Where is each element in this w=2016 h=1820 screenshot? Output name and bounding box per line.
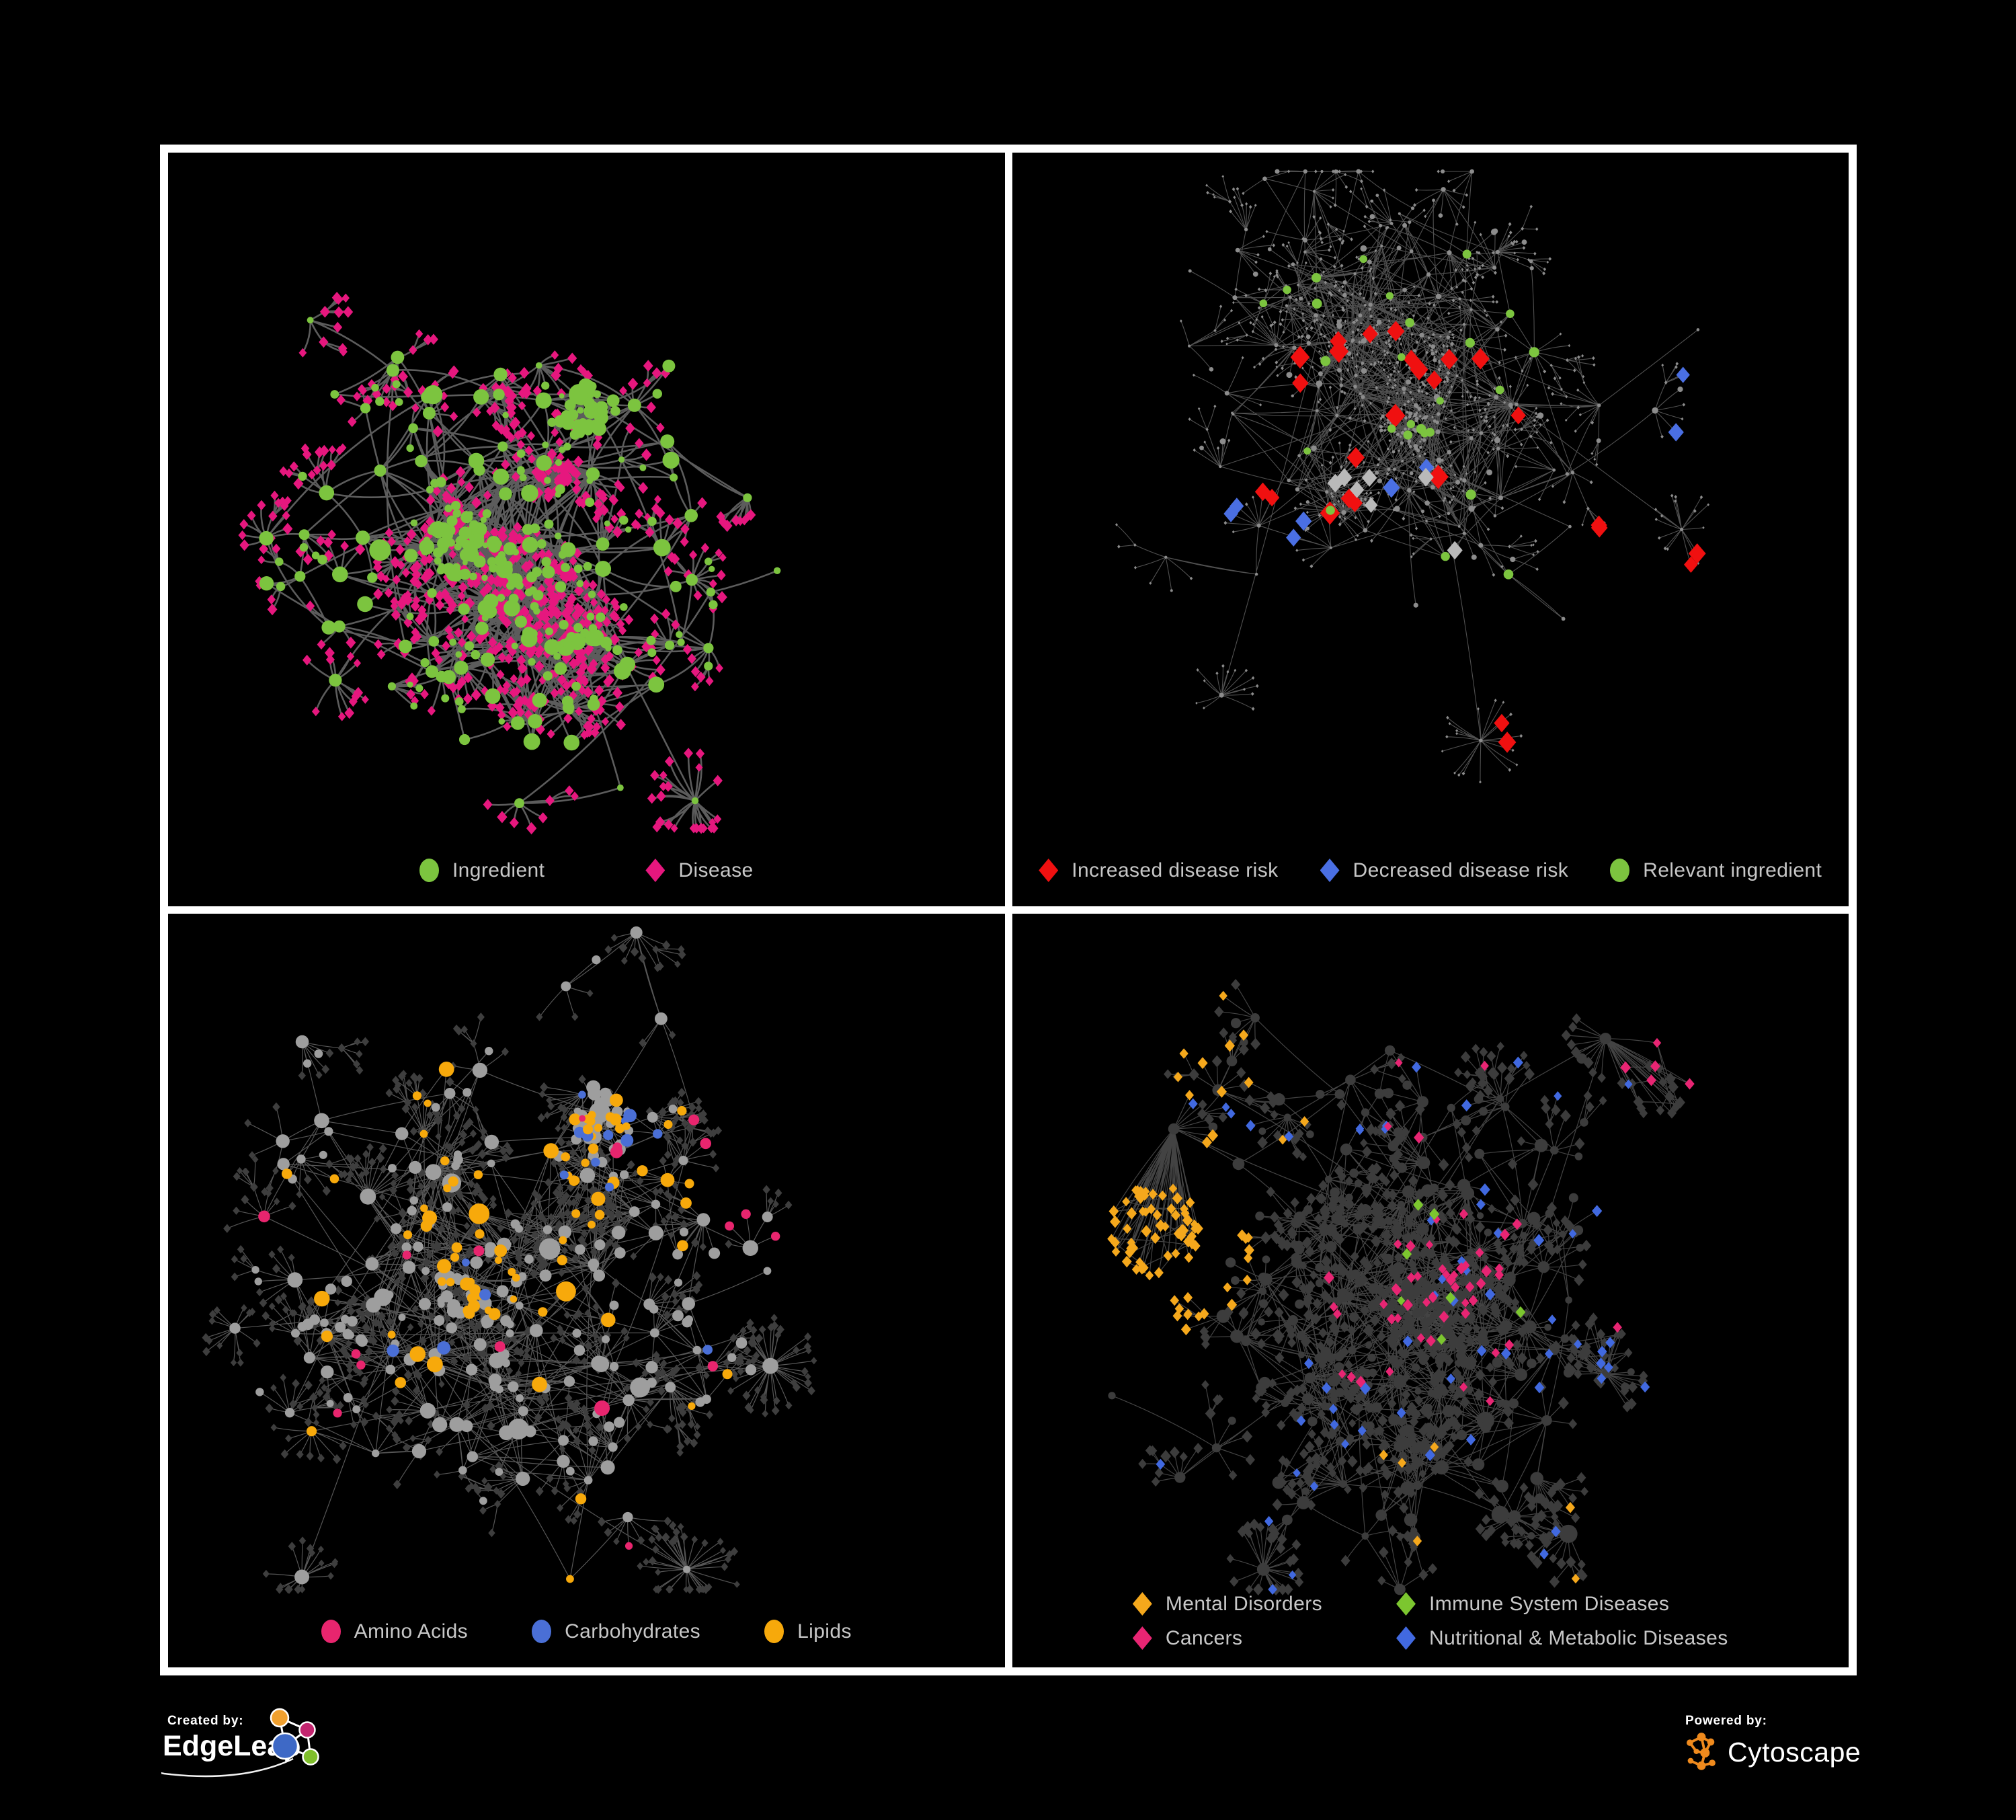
figure-grid: Ingredient Disease Increased disease ris… [160, 145, 1857, 1675]
legend-label: Ingredient [452, 859, 545, 881]
increased-risk-diamond-icon [1039, 859, 1059, 882]
disease-category-graph [1106, 979, 1695, 1595]
edgeleap-logo: EdgeLeap [161, 1708, 319, 1778]
legend-item: Nutritional & Metabolic Diseases [1396, 1626, 1728, 1650]
legend-label: Decreased disease risk [1353, 859, 1569, 881]
legend-label: Carbohydrates [565, 1620, 701, 1643]
decreased-risk-diamond-icon [1320, 859, 1340, 882]
legend-label: Cancers [1165, 1626, 1243, 1649]
panel-disease-risk: Increased disease risk Decreased disease… [1012, 153, 1849, 906]
edgeleap-swoosh [161, 1757, 294, 1778]
amino-acids-circle-icon [321, 1620, 341, 1643]
ingredient-circle-icon [419, 859, 439, 882]
ingredient-category-graph [202, 926, 817, 1594]
legend-label: Amino Acids [354, 1620, 469, 1643]
edgeleap-pink-node [298, 1721, 316, 1739]
edgeleap-blue-node [271, 1732, 299, 1760]
disease-risk-legend: Increased disease risk Decreased disease… [1012, 859, 1849, 882]
edgeleap-green-node [302, 1748, 319, 1766]
legend-label: Nutritional & Metabolic Diseases [1429, 1626, 1728, 1649]
edgeleap-logo-edges [278, 1716, 312, 1758]
ingredient-disease-legend: Ingredient Disease [168, 859, 1005, 882]
legend-label: Disease [678, 859, 754, 881]
legend-item: Cancers [1132, 1626, 1322, 1650]
legend-item: Relevant ingredient [1610, 859, 1822, 882]
carbohydrates-circle-icon [532, 1620, 552, 1643]
disease-category-legend: Mental Disorders Immune System Diseases … [1012, 1592, 1849, 1650]
relevant-ingredient-circle-icon [1610, 859, 1630, 882]
legend-item: Ingredient [419, 859, 545, 882]
panel-disease-category: Mental Disorders Immune System Diseases … [1012, 914, 1849, 1667]
disease-diamond-icon [645, 859, 666, 882]
ingredient-category-legend: Amino Acids Carbohydrates Lipids [168, 1620, 1005, 1643]
cytoscape-wordmark: Cytoscape [1728, 1736, 1861, 1768]
legend-item: Lipids [764, 1620, 852, 1643]
legend-item: Increased disease risk [1039, 859, 1278, 882]
edgeleap-orange-node [270, 1708, 290, 1728]
disease-risk-graph [1115, 169, 1709, 784]
panel-ingredient-disease: Ingredient Disease [168, 153, 1005, 906]
cytoscape-logo-nodes [1687, 1733, 1716, 1770]
cancers-diamond-icon [1132, 1626, 1152, 1650]
metabolic-diseases-diamond-icon [1396, 1626, 1416, 1650]
legend-item: Mental Disorders [1132, 1592, 1322, 1616]
legend-item: Disease [645, 859, 753, 882]
lipids-circle-icon [764, 1620, 784, 1643]
legend-item: Decreased disease risk [1320, 859, 1569, 882]
legend-item: Immune System Diseases [1396, 1592, 1728, 1616]
legend-label: Lipids [797, 1620, 852, 1643]
cytoscape-logo [1687, 1733, 1716, 1770]
legend-label: Immune System Diseases [1429, 1592, 1670, 1615]
panel-ingredient-category: Amino Acids Carbohydrates Lipids [168, 914, 1005, 1667]
legend-label: Relevant ingredient [1643, 859, 1822, 881]
legend-label: Mental Disorders [1165, 1592, 1322, 1615]
mental-disorders-diamond-icon [1132, 1592, 1152, 1616]
legend-label: Increased disease risk [1072, 859, 1279, 881]
immune-diseases-diamond-icon [1396, 1592, 1416, 1616]
legend-item: Carbohydrates [532, 1620, 700, 1643]
created-by-label: Created by: [167, 1714, 244, 1728]
ingredient-disease-graph [238, 292, 781, 835]
powered-by-label: Powered by: [1685, 1714, 1767, 1728]
legend-item: Amino Acids [321, 1620, 468, 1643]
cytoscape-brand: Cytoscape [1683, 1732, 1861, 1772]
